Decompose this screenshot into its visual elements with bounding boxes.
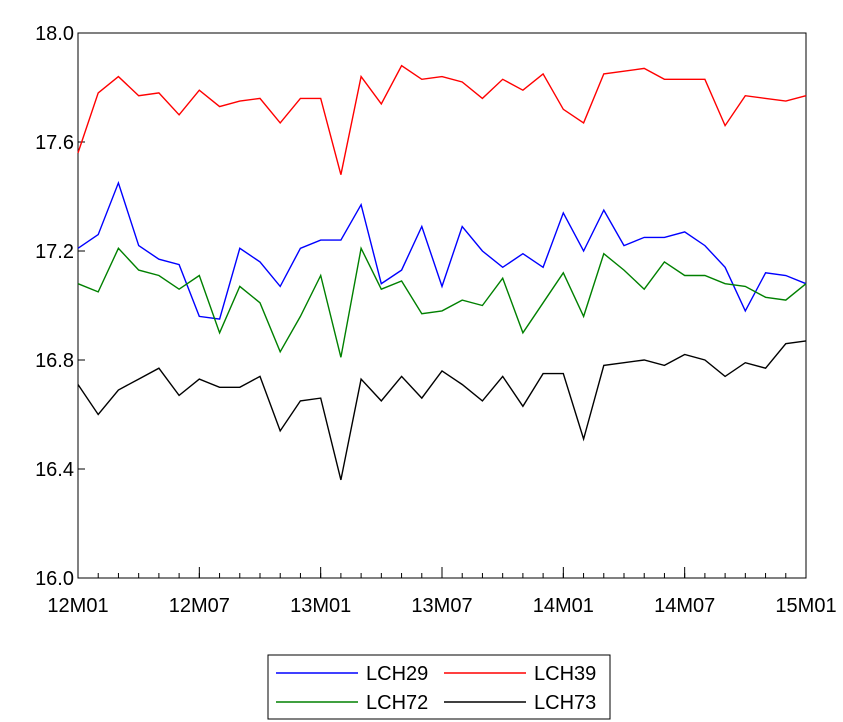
y-tick-label: 18.0 — [35, 23, 74, 45]
legend-label: LCH73 — [534, 692, 596, 714]
x-tick-label: 14M01 — [533, 595, 594, 617]
x-tick-label: 13M07 — [411, 595, 472, 617]
axes: 16.0 16.4 16.8 17.2 17.6 18.0 12M01 12M07 13M01 1… — [35, 23, 837, 617]
x-tick-label: 14M07 — [654, 595, 715, 617]
x-tick-label: 15M01 — [775, 595, 836, 617]
y-tick-label: 17.2 — [35, 241, 74, 263]
series-lines — [77, 64, 807, 481]
legend-label: LCH72 — [366, 692, 428, 714]
series-line-lch39 — [77, 64, 807, 175]
series-line-lch29 — [77, 180, 807, 320]
x-tick-label: 12M01 — [47, 595, 108, 617]
series-line-lch73 — [77, 340, 807, 481]
legend: LCH29 LCH39 LCH72 LCH73 — [267, 654, 611, 720]
y-tick-label: 17.6 — [35, 132, 74, 154]
y-tick-label: 16.0 — [35, 568, 74, 590]
plot-frame — [77, 32, 807, 579]
x-tick-label: 13M01 — [290, 595, 351, 617]
x-tick-label: 12M07 — [169, 595, 230, 617]
series-line-lch72 — [77, 246, 807, 358]
legend-label: LCH39 — [534, 663, 596, 685]
legend-label: LCH29 — [366, 663, 428, 685]
legend-box — [267, 654, 611, 720]
y-tick-label: 16.8 — [35, 350, 74, 372]
y-tick-label: 16.4 — [35, 459, 74, 481]
